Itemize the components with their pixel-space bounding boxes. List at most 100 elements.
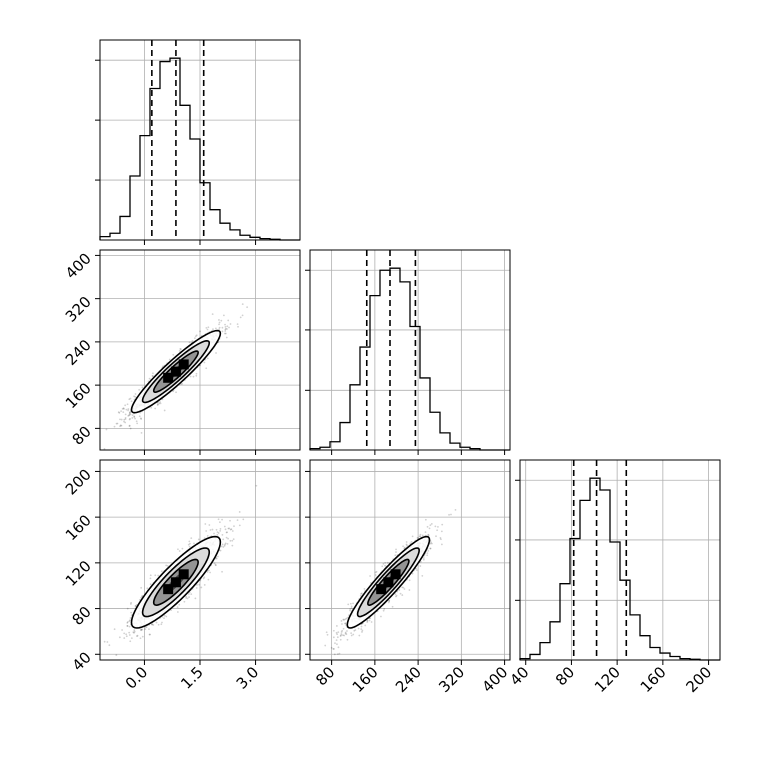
density-p3-vs-p2-core [376,569,401,595]
scatter-point [369,582,372,584]
scatter-point [218,328,220,331]
scatter-point [415,569,418,571]
scatter-point [374,571,377,574]
scatter-point [223,525,226,528]
scatter-point [241,314,244,317]
scatter-point [186,597,189,600]
scatter-point [419,560,422,563]
scatter-point [203,537,206,540]
scatter-point [223,332,226,335]
scatter-point [217,555,219,558]
scatter-point [170,609,173,612]
scatter-point [429,524,432,527]
scatter-point [398,589,401,591]
hist-p2-frame [309,249,511,451]
scatter-point [439,537,442,539]
scatter-point [219,530,222,532]
scatter-point [140,629,142,632]
scatter-point [418,535,421,538]
scatter-point [218,323,220,326]
scatter-point [208,524,211,526]
scatter-point [207,326,210,329]
scatter-point [195,372,198,375]
scatter-point [118,636,121,639]
scatter-point [225,336,228,339]
scatter-point [156,404,159,406]
scatter-point [187,593,190,595]
scatter-point [221,570,223,573]
scatter-point [360,592,362,595]
scatter-point [224,328,227,331]
scatter-point [410,540,413,543]
scatter-point [194,597,197,600]
scatter-point [193,337,196,340]
scatter-point [206,357,209,360]
scatter-point [199,330,201,333]
scatter-point [188,545,191,548]
scatter-point [127,414,130,417]
scatter-point [342,627,345,630]
scatter-point [426,554,429,557]
scatter-point [255,484,258,487]
scatter-point [350,634,353,637]
scatter-point [185,597,188,599]
scatter-point [129,603,132,605]
density-p3-vs-p2-xtick-label: 80 [312,663,338,689]
density-p3-vs-p1-plot-area [103,484,258,656]
density-peak-cell [178,359,189,370]
hist-p3-frame [519,459,721,661]
scatter-point [335,639,338,642]
scatter-point [140,628,143,631]
scatter-point [188,596,190,598]
scatter-point [194,335,197,338]
scatter-point [206,571,209,573]
scatter-point [344,618,347,621]
density-p3-vs-p2-contour [346,535,431,629]
scatter-point [411,572,414,575]
scatter-point [450,513,452,516]
scatter-point [126,621,129,624]
density-peak-cell [163,372,174,383]
scatter-point [212,328,214,331]
scatter-point [408,579,411,582]
scatter-point [221,543,224,546]
scatter-point [116,422,119,425]
scatter-point [333,653,336,656]
scatter-point [382,609,385,612]
scatter-point [219,528,222,530]
scatter-point [246,306,249,309]
density-p3-vs-p1-xtick-label: 3.0 [233,663,263,693]
scatter-point [126,403,129,406]
scatter-point [149,633,151,636]
scatter-point [128,411,131,414]
scatter-point [198,583,201,586]
density-p2-vs-p1-plot-area [103,303,249,450]
scatter-point [219,521,221,524]
scatter-point [428,527,431,530]
scatter-point [120,410,123,413]
density-p3-vs-p1-ytick-label: 200 [62,466,95,499]
scatter-point [129,397,132,400]
scatter-point [430,542,433,545]
density-peak-cell [390,569,401,580]
scatter-point [227,527,230,530]
scatter-point [404,546,406,549]
scatter-point [140,628,143,631]
scatter-point [395,551,397,553]
scatter-point [125,408,128,411]
scatter-point [352,602,354,605]
scatter-point [149,583,152,586]
hist-p3-xtick-label: 200 [682,663,715,696]
scatter-point [126,607,129,610]
scatter-point [205,367,208,370]
scatter-point [226,328,228,330]
scatter-point [217,518,220,521]
scatter-point [324,644,327,647]
density-p3-vs-p2-xtick-label: 240 [392,663,425,696]
scatter-point [213,562,216,565]
scatter-point [218,326,221,329]
scatter-point [357,627,360,630]
density-p3-vs-p1: 40 80 120 160 200 0.0 1.5 3.0 [62,459,301,693]
scatter-point [401,594,404,596]
